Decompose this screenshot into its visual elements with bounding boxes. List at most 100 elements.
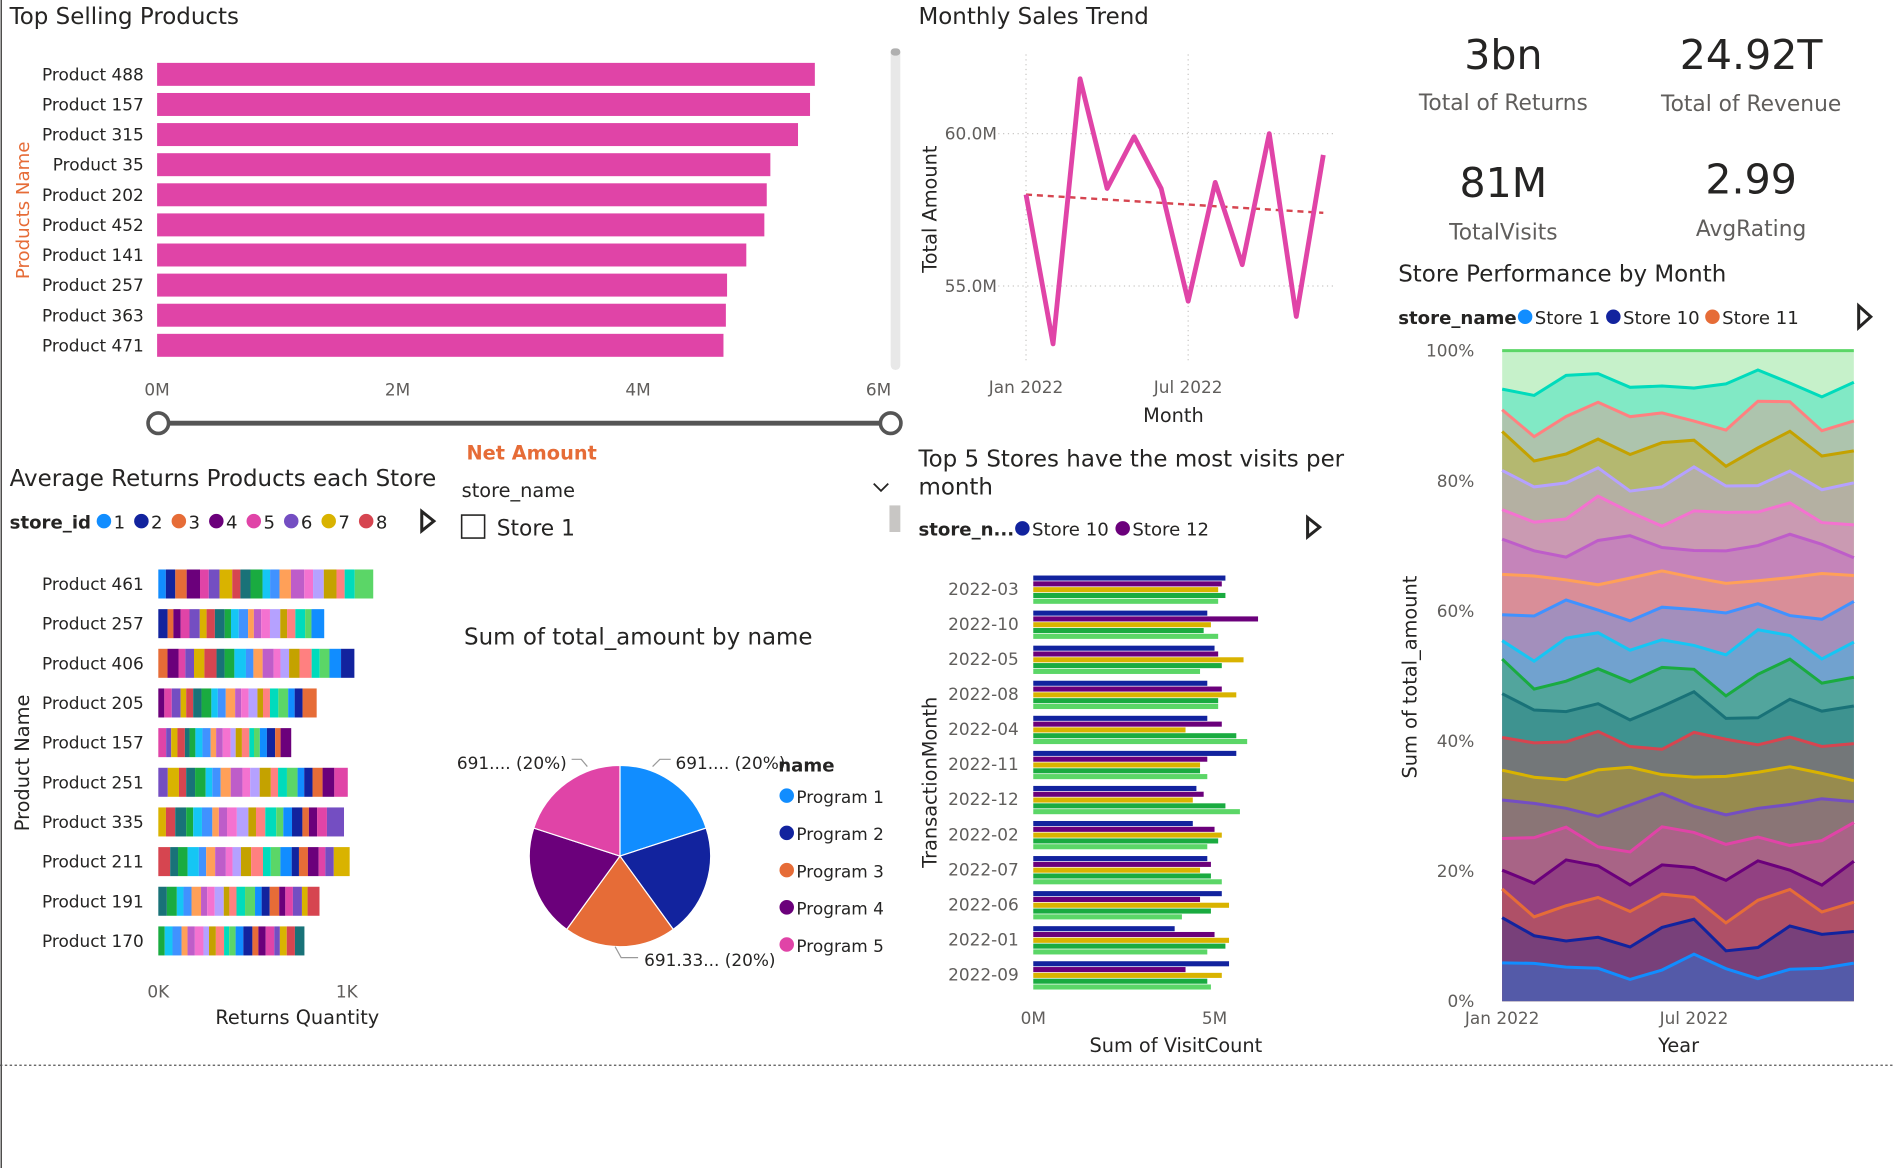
- chevron-down-icon[interactable]: [873, 482, 889, 493]
- category-label: 2022-04: [948, 719, 1019, 739]
- bar-segment: [312, 767, 323, 797]
- bar-segment: [200, 569, 209, 599]
- pie-visual[interactable]: Sum of total_amount by name 691.... (20%…: [457, 624, 884, 970]
- bar-segment: [292, 807, 303, 837]
- bar-segment: [241, 688, 249, 718]
- bar: [1033, 961, 1230, 967]
- bar-segment: [319, 648, 330, 678]
- bar-segment: [257, 688, 263, 718]
- top5-stores-visual[interactable]: Top 5 Stores have the most visits per mo…: [917, 447, 1344, 1057]
- store-slicer[interactable]: store_name Store 1: [460, 479, 901, 542]
- kpi-total-visits[interactable]: 81M TotalVisits: [1448, 159, 1557, 245]
- bar-segment: [294, 926, 305, 956]
- bar-segment: [283, 807, 293, 837]
- bar-segment: [313, 569, 324, 599]
- bar-segment: [336, 569, 345, 599]
- kpi-caption: Total of Revenue: [1660, 92, 1841, 117]
- legend-label: 3: [189, 512, 201, 533]
- bar-segment: [158, 847, 171, 877]
- bar: [1033, 949, 1208, 955]
- slicer-option-label[interactable]: Store 1: [497, 517, 575, 542]
- bar-segment: [235, 688, 242, 718]
- top-selling-visual[interactable]: Top Selling Products Products Name Produ…: [9, 4, 903, 464]
- legend-label: Store 10: [1623, 308, 1700, 329]
- bar-segment: [184, 728, 190, 758]
- kpi-total-revenue[interactable]: 24.92T Total of Revenue: [1660, 31, 1841, 117]
- bar-segment: [216, 728, 223, 758]
- top5-title-line-1: Top 5 Stores have the most visits per: [917, 447, 1344, 473]
- slicer-scrollbar[interactable]: [889, 505, 901, 533]
- bar: [1033, 657, 1244, 663]
- x-tick-label: 2M: [385, 379, 410, 399]
- top-selling-scrollbar[interactable]: [890, 48, 901, 370]
- bar-segment: [175, 569, 187, 599]
- store-performance-visual[interactable]: Store Performance by Month store_name St…: [1398, 262, 1874, 1057]
- bar-segment: [191, 886, 202, 916]
- store-performance-legend: Store 1 Store 10 Store 11: [1517, 308, 1799, 329]
- bar-segment: [294, 688, 303, 718]
- pie-slice: [528, 827, 621, 931]
- bar-segment: [270, 767, 279, 797]
- category-label: Product 211: [42, 852, 144, 872]
- bar-segment: [240, 847, 252, 877]
- bar-segment: [280, 648, 290, 678]
- bar-segment: [307, 886, 320, 916]
- bar: [1033, 581, 1222, 587]
- zoom-slider-right-handle[interactable]: [878, 411, 903, 436]
- top5-y-title: TransactionMonth: [919, 697, 942, 869]
- category-label: Product 257: [42, 614, 144, 634]
- bar-segment: [158, 886, 167, 916]
- bar-segment: [199, 609, 207, 639]
- x-tick-label: 4M: [625, 379, 650, 399]
- bar-segment: [344, 569, 355, 599]
- legend-marker: [779, 900, 794, 915]
- bar-segment: [202, 728, 211, 758]
- bar-segment: [165, 807, 176, 837]
- bar: [1033, 867, 1201, 873]
- legend-marker: [321, 513, 336, 529]
- bar-segment: [262, 688, 270, 718]
- bar-segment: [172, 926, 182, 956]
- bar-segment: [181, 926, 188, 956]
- bar-segment: [235, 728, 242, 758]
- bar-segment: [189, 728, 196, 758]
- bar-segment: [289, 648, 300, 678]
- bar: [1033, 692, 1237, 698]
- bar: [1033, 943, 1226, 949]
- scroll-thumb[interactable]: [890, 48, 901, 56]
- pie-slice: [619, 764, 707, 857]
- legend-next-arrow-icon[interactable]: [420, 508, 437, 534]
- legend-next-arrow-icon[interactable]: [1857, 302, 1874, 332]
- category-label: Product 202: [42, 185, 144, 205]
- avg-returns-y-title: Product Name: [11, 695, 34, 832]
- bar-segment: [302, 807, 309, 837]
- bar-segment: [178, 648, 186, 678]
- area-band: [1502, 534, 1854, 1002]
- bar-segment: [250, 767, 260, 797]
- area-line: [1501, 368, 1855, 399]
- bar-segment: [222, 728, 231, 758]
- category-label: Product 191: [42, 891, 144, 911]
- bar-segment: [235, 926, 244, 956]
- bar-segment: [217, 688, 226, 718]
- bar: [157, 213, 765, 237]
- bar: [157, 62, 815, 86]
- bar-segment: [166, 886, 177, 916]
- avg-returns-visual[interactable]: Average Returns Products each Store stor…: [10, 466, 437, 1029]
- zoom-slider-left-handle[interactable]: [146, 411, 171, 436]
- kpi-avg-rating[interactable]: 2.99 AvgRating: [1696, 155, 1806, 241]
- bar-segment: [158, 648, 168, 678]
- bar-segment: [266, 728, 276, 758]
- bar-segment: [229, 926, 236, 956]
- kpi-value: 81M: [1460, 159, 1548, 207]
- monthly-sales-visual[interactable]: Monthly Sales Trend Total Amount 55.0M 60…: [918, 4, 1333, 427]
- kpi-total-returns[interactable]: 3bn Total of Returns: [1418, 31, 1588, 116]
- bar: [1033, 785, 1197, 791]
- area-band: [1502, 859, 1854, 1002]
- category-label: 2022-12: [948, 789, 1019, 809]
- store-1-checkbox[interactable]: [460, 514, 486, 539]
- legend-next-arrow-icon[interactable]: [1306, 514, 1323, 540]
- bar-segment: [201, 807, 213, 837]
- bar-segment: [230, 728, 236, 758]
